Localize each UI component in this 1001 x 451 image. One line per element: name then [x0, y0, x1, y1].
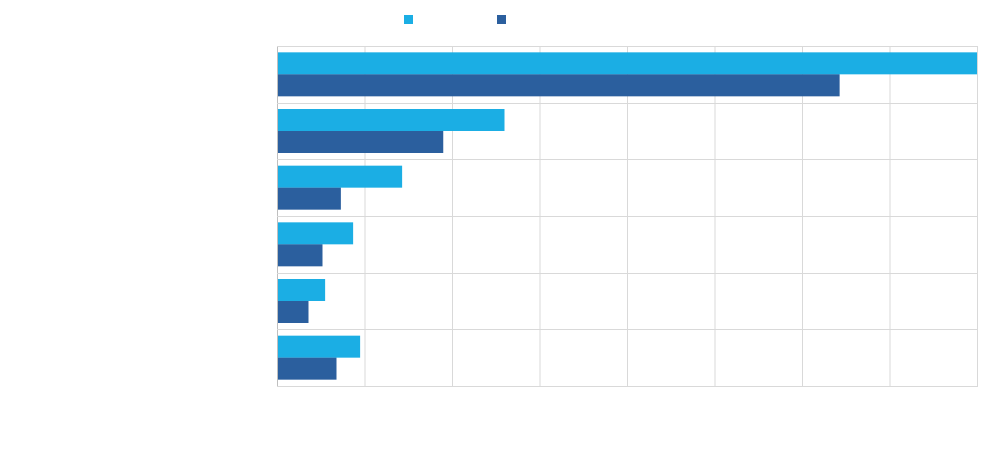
bar-series-2-cat-3	[278, 187, 341, 210]
bar-series-1-cat-5	[278, 279, 326, 301]
bar-series-1-cat-3	[278, 165, 403, 188]
bar-series-1-cat-4	[278, 222, 354, 245]
bar-series-1-cat-2	[278, 109, 505, 131]
bar-series-1-cat-1	[278, 52, 977, 75]
bar-series-2-cat-4	[278, 244, 323, 267]
bar-series-1-cat-6	[278, 335, 361, 358]
bar-series-2-cat-1	[278, 74, 840, 97]
bar-series-2-cat-2	[278, 131, 444, 153]
legend-swatch-series-1	[404, 15, 413, 24]
bar-series-2-cat-6	[278, 357, 337, 380]
legend-swatch-series-2	[497, 15, 506, 24]
bar-series-2-cat-5	[278, 301, 309, 323]
